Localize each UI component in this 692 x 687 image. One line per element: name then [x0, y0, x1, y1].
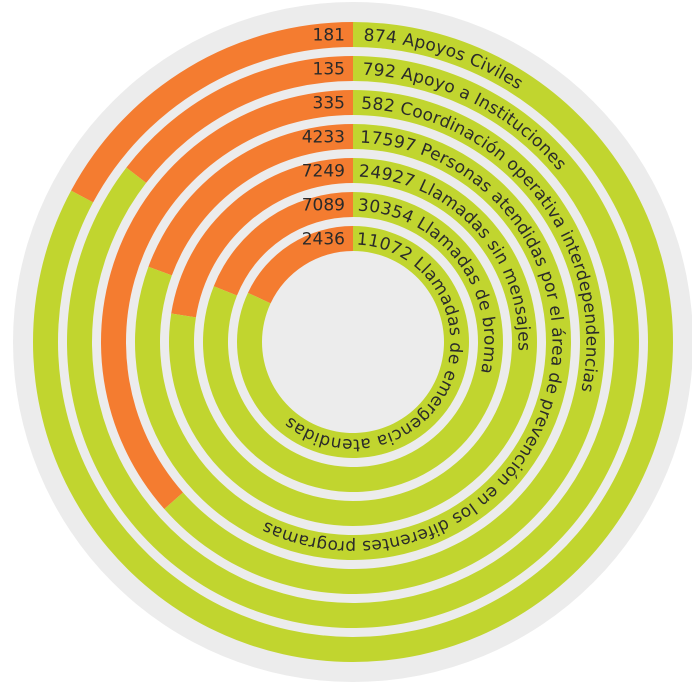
ring-orange-arc [101, 90, 353, 510]
orange-value-label: 335 [313, 94, 345, 114]
orange-value-label: 181 [313, 26, 345, 46]
ring-orange-arc [247, 226, 353, 304]
ring-green-arc [164, 90, 606, 594]
orange-value-label: 4233 [302, 128, 345, 148]
orange-value-label: 7249 [302, 162, 345, 182]
orange-value-label: 2436 [302, 230, 345, 250]
center-hole [272, 261, 434, 423]
orange-value-label: 135 [313, 60, 345, 80]
ring-orange-arc [213, 192, 353, 296]
orange-value-label: 7089 [302, 196, 345, 216]
ring-orange-arc [126, 56, 354, 183]
ring-orange-arc [71, 22, 354, 203]
ring-orange-arc [148, 124, 353, 276]
ring-orange-arc [171, 158, 353, 318]
